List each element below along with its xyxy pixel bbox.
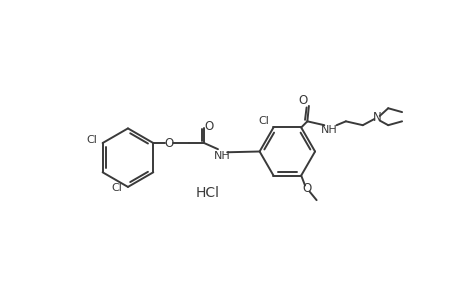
Text: Cl: Cl	[258, 116, 269, 126]
Text: O: O	[302, 182, 311, 195]
Text: NH: NH	[213, 151, 230, 161]
Text: NH: NH	[321, 125, 337, 135]
Text: O: O	[204, 120, 213, 134]
Text: Cl: Cl	[86, 135, 97, 145]
Text: Cl: Cl	[112, 184, 123, 194]
Text: O: O	[297, 94, 307, 107]
Text: O: O	[164, 136, 173, 149]
Text: HCl: HCl	[195, 186, 219, 200]
Text: N: N	[372, 111, 381, 124]
